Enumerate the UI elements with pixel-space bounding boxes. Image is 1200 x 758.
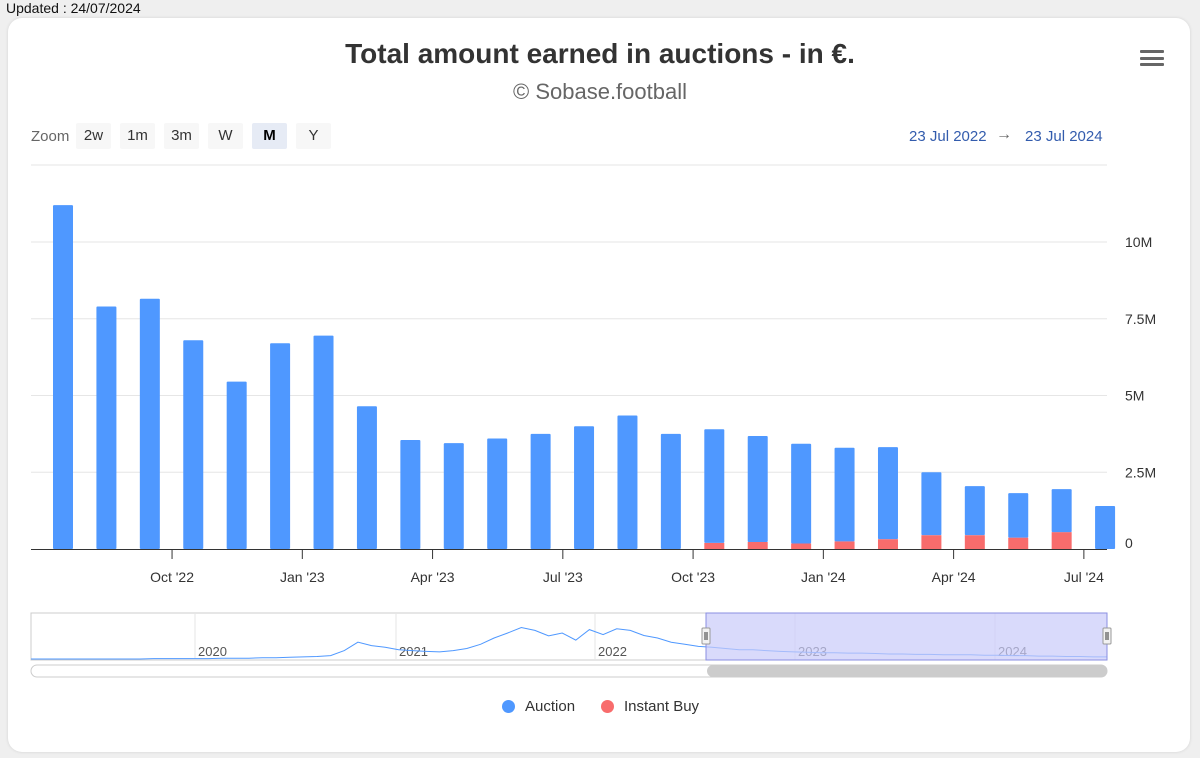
legend-label-instant-buy: Instant Buy — [624, 698, 700, 715]
legend-item-instant-buy[interactable]: Instant Buy — [601, 698, 699, 715]
bar-instant-buy — [747, 541, 768, 549]
range-from-date[interactable]: 23 Jul 2022 — [909, 128, 987, 145]
zoom-label: Zoom — [31, 128, 70, 145]
zoom-button-2w[interactable]: 2w — [76, 123, 111, 149]
bar-auction — [487, 438, 508, 549]
bar-auction — [226, 381, 247, 549]
chart-menu-icon[interactable] — [1140, 50, 1164, 70]
navigator-year-label: 2020 — [198, 644, 227, 659]
zoom-button-y[interactable]: Y — [296, 123, 331, 149]
bar-auction — [791, 443, 812, 544]
bar-instant-buy — [877, 539, 898, 549]
navigator-year-label: 2022 — [598, 644, 627, 659]
bar-instant-buy — [791, 543, 812, 549]
bar-instant-buy — [834, 541, 855, 549]
zoom-button-w[interactable]: W — [208, 123, 243, 149]
zoom-button-m[interactable]: M — [252, 123, 287, 149]
bar-auction — [617, 415, 638, 549]
bar-auction — [704, 429, 725, 543]
bar-auction — [530, 433, 551, 549]
bar-auction — [574, 426, 595, 549]
bar-auction — [400, 440, 421, 549]
x-tick-label: Oct '22 — [150, 569, 194, 585]
y-tick-label: 10M — [1125, 234, 1152, 250]
scrollbar-thumb — [707, 665, 1107, 677]
bar-auction — [313, 335, 334, 549]
x-tick-label: Jan '23 — [280, 569, 325, 585]
zoom-button-1m[interactable]: 1m — [120, 123, 155, 149]
bar-auction — [660, 433, 681, 549]
y-tick-label: 5M — [1125, 388, 1144, 404]
navigator-selection — [705, 612, 1108, 661]
bar-instant-buy — [921, 535, 942, 549]
bar-auction — [921, 472, 942, 536]
bar-auction — [1095, 506, 1116, 549]
bar-auction — [964, 486, 985, 536]
x-tick-label: Jul '23 — [543, 569, 583, 585]
y-tick-label: 2.5M — [1125, 464, 1156, 480]
bar-auction — [877, 447, 898, 540]
chart-subtitle: © Sobase.football — [513, 79, 687, 104]
chart-title: Total amount earned in auctions - in €. — [345, 38, 855, 69]
x-tick-label: Apr '24 — [932, 569, 976, 585]
y-tick-label: 0 — [1125, 535, 1133, 551]
legend-item-auction[interactable]: Auction — [502, 698, 575, 715]
zoom-button-3m[interactable]: 3m — [164, 123, 199, 149]
x-tick-label: Apr '23 — [411, 569, 455, 585]
bar-auction — [183, 340, 204, 549]
navigator-year-label: 2021 — [399, 644, 428, 659]
legend-swatch-auction — [502, 700, 515, 713]
bar-auction — [139, 298, 160, 549]
menu-line — [1140, 50, 1164, 53]
bar-auction — [747, 436, 768, 542]
x-tick-label: Jul '24 — [1064, 569, 1104, 585]
bar-auction — [96, 306, 117, 549]
legend-label-auction: Auction — [525, 698, 576, 715]
navigator-handle — [1102, 627, 1112, 645]
x-tick-label: Jan '24 — [801, 569, 846, 585]
bar-auction — [270, 343, 291, 549]
range-to-date[interactable]: 23 Jul 2024 — [1025, 128, 1103, 145]
range-arrow: → — [996, 126, 1012, 143]
menu-line — [1140, 63, 1164, 66]
bar-auction — [1008, 493, 1029, 538]
bar-instant-buy — [704, 542, 725, 549]
bar-auction — [834, 447, 855, 542]
legend-swatch-instant-buy — [601, 700, 614, 713]
bar-auction — [1051, 489, 1072, 533]
bar-auction — [356, 406, 377, 549]
menu-line — [1140, 56, 1164, 60]
bar-instant-buy — [1051, 532, 1072, 549]
navigator-handle — [701, 627, 711, 645]
x-tick-label: Oct '23 — [671, 569, 715, 585]
bar-instant-buy — [964, 535, 985, 549]
bar-auction — [53, 205, 73, 549]
updated-date: Updated : 24/07/2024 — [6, 0, 141, 16]
y-tick-label: 7.5M — [1125, 311, 1156, 327]
bar-auction — [443, 443, 464, 549]
bar-instant-buy — [1008, 537, 1029, 549]
